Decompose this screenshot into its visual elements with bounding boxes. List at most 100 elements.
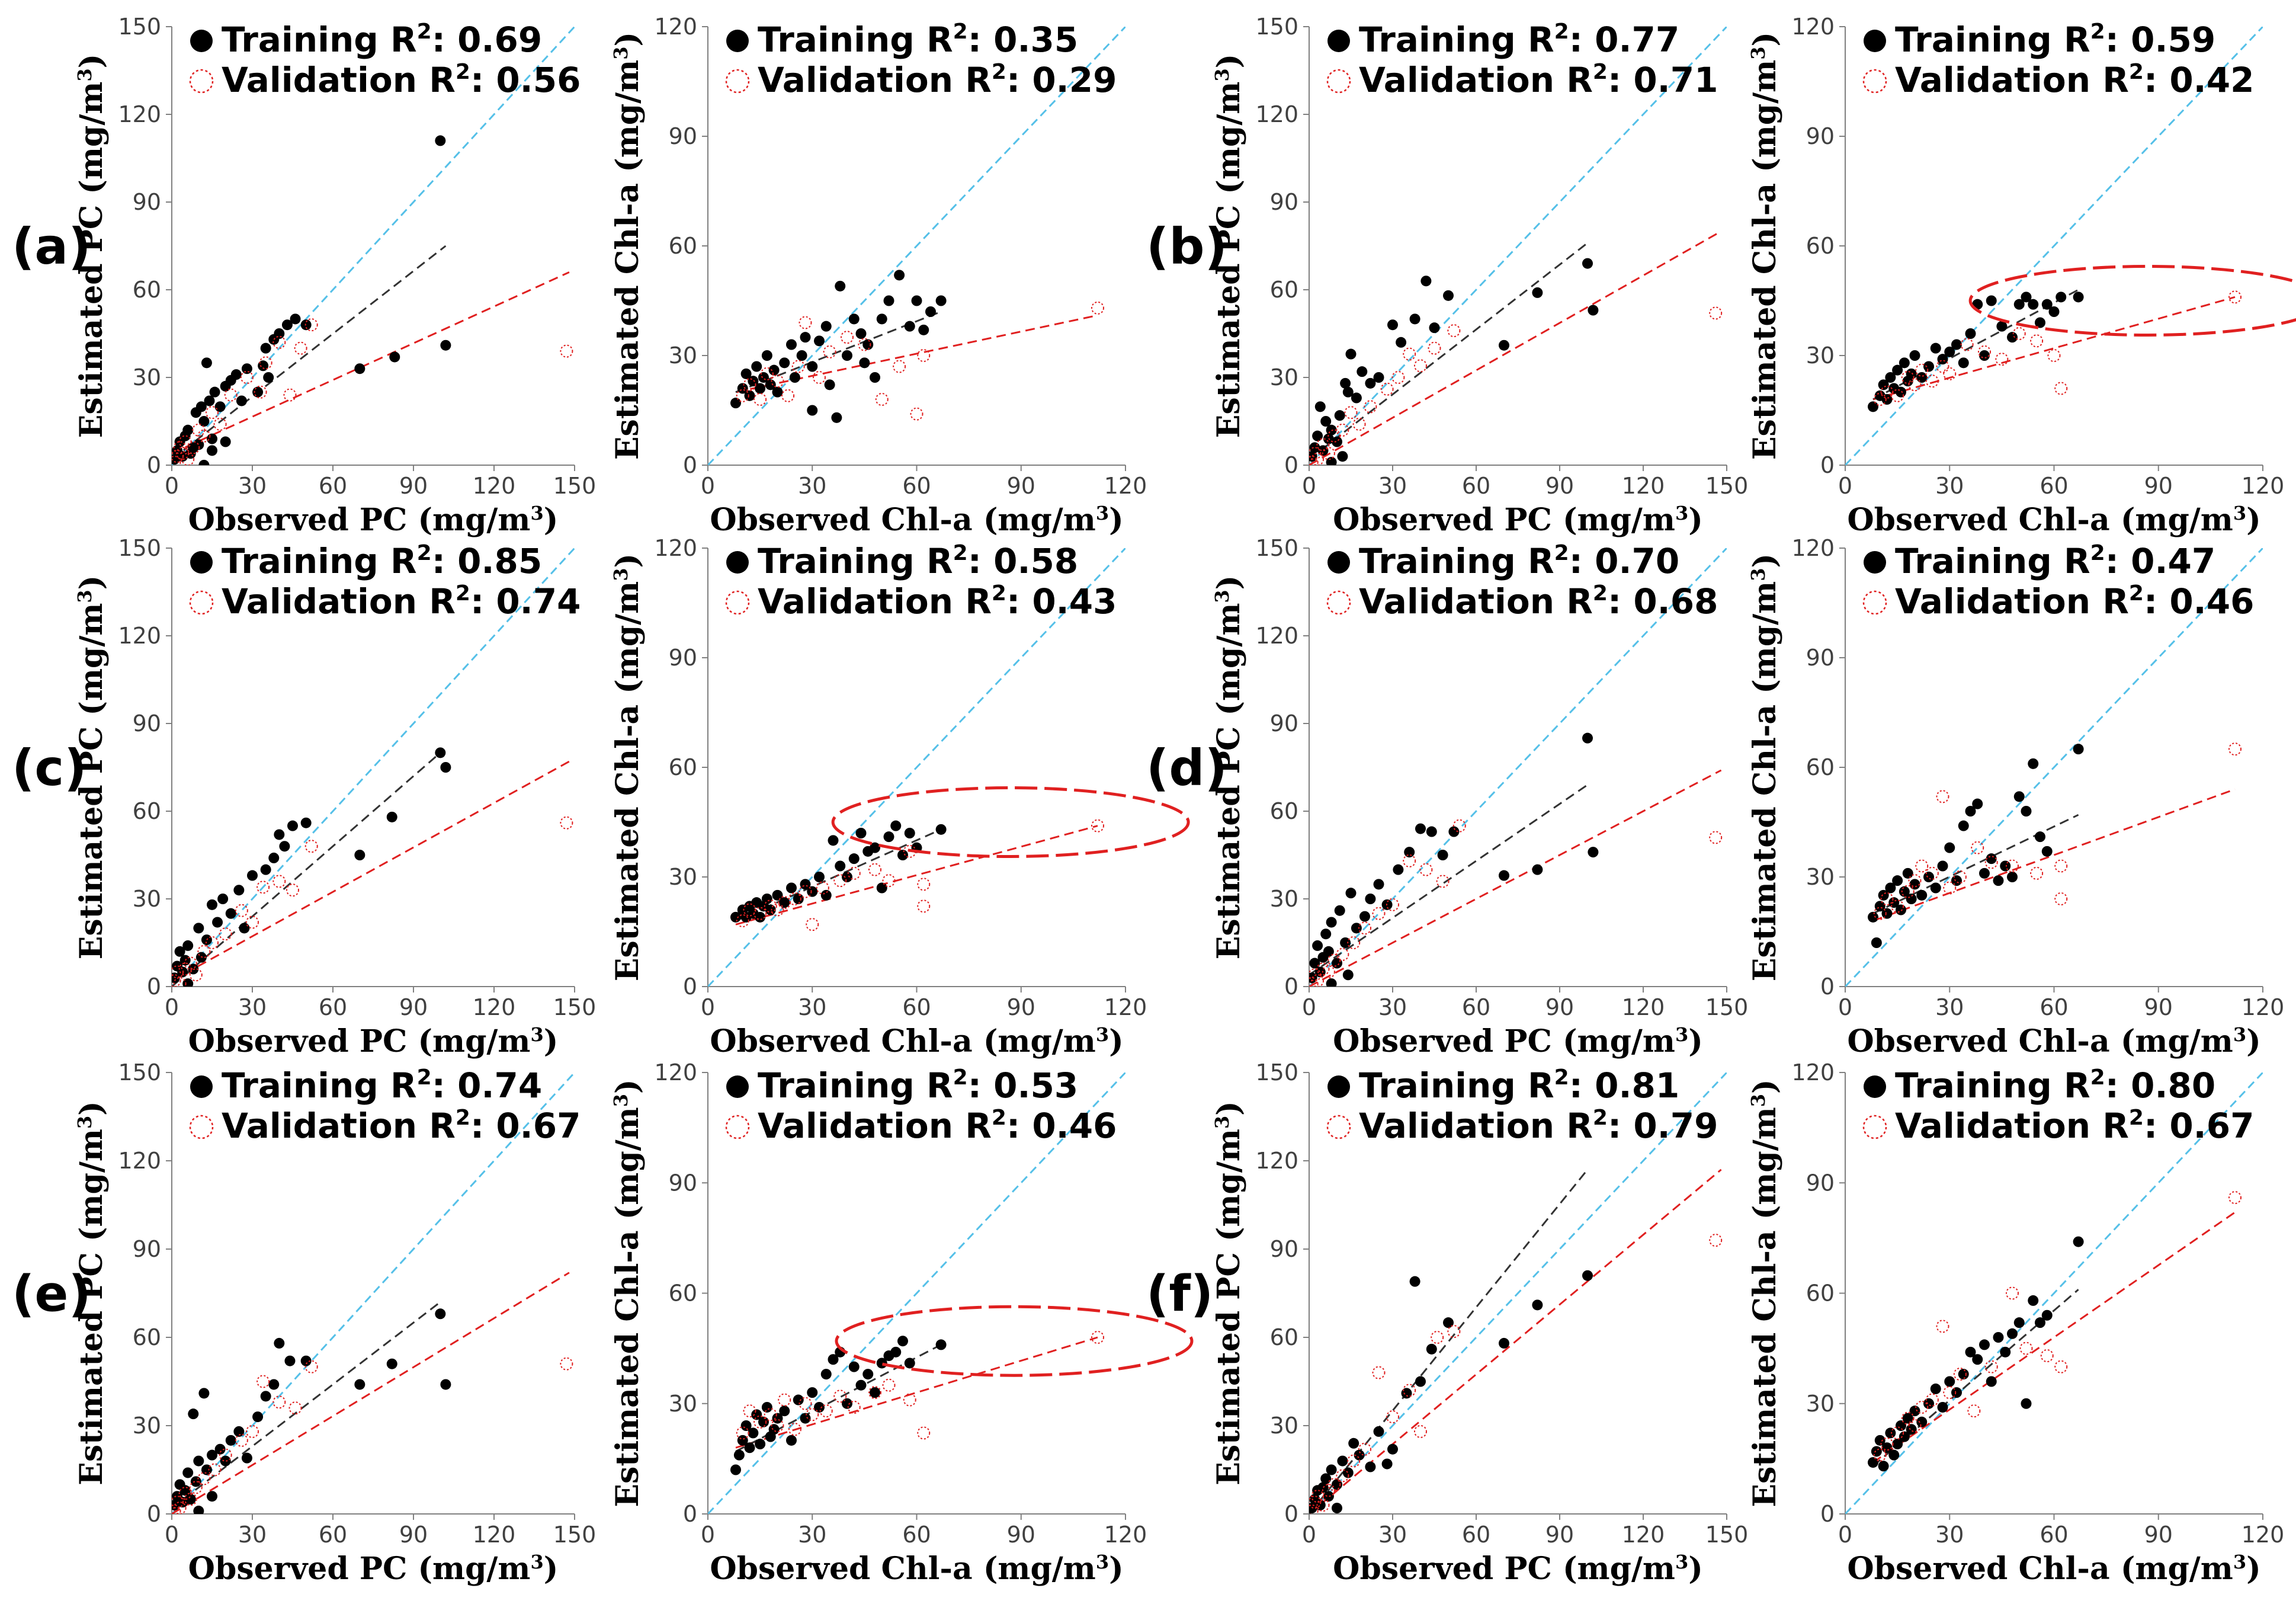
scatter-panel-c-pc: 00 30 30 60 60 90 90 120 120 150 150 Observed PC (m…	[73, 535, 596, 1059]
validation-point	[187, 441, 200, 454]
training-point	[1930, 342, 1941, 354]
validation-point	[1403, 1384, 1416, 1397]
legend-validation-marker	[1326, 590, 1351, 615]
x-axis-title: Observed Chl-a (mg/m3)	[710, 502, 1123, 538]
y-axis-title: Estimated PC (mg/m3)	[1211, 1101, 1247, 1485]
training-point	[2021, 806, 2032, 817]
training-point	[2028, 1295, 2039, 1306]
x-tick-label: 60	[902, 473, 931, 499]
training-point	[789, 372, 800, 383]
training-point	[2048, 306, 2060, 317]
legend-validation-marker	[725, 1115, 750, 1139]
validation-point	[1925, 374, 1939, 388]
validation-point	[788, 892, 801, 905]
y-tick-label: 0	[147, 1501, 161, 1527]
validation-point	[1943, 367, 1957, 380]
training-point	[260, 1391, 271, 1402]
validation-point	[1891, 1426, 1904, 1440]
validation-point	[286, 883, 299, 897]
training-point	[828, 1354, 839, 1365]
training-point	[925, 306, 936, 317]
validation-point	[1943, 881, 1957, 895]
legend-training-marker	[1327, 1075, 1350, 1098]
training-point	[195, 401, 207, 412]
training-point	[1871, 1446, 1882, 1457]
y-tick-label: 60	[1806, 1280, 1835, 1307]
legend-validation-marker	[1326, 69, 1351, 94]
training-point	[1944, 346, 1955, 357]
training-point	[1902, 867, 1913, 879]
scatter-panel-e-chl-a: 00 30 30 60 60 90 90 120 120 Observed Chl-a (mg/m…	[610, 1059, 1147, 1587]
training-point	[730, 398, 741, 409]
x-tick-label: 120	[2242, 1522, 2285, 1548]
one-to-one-line	[708, 1072, 1125, 1514]
y-tick-label: 60	[1270, 798, 1298, 824]
training-point	[1342, 969, 1354, 981]
validation-point	[259, 356, 272, 370]
training-point	[1979, 1339, 1990, 1350]
legend-training-text: Training R2: 0.77	[1359, 20, 1679, 60]
x-tick-label: 90	[2144, 994, 2173, 1020]
validation-point	[1984, 856, 1998, 869]
training-point	[1334, 410, 1345, 421]
legend-validation-text: Validation R2: 0.67	[1895, 1106, 2254, 1146]
training-point	[268, 852, 280, 863]
x-tick-label: 0	[1838, 994, 1852, 1020]
y-tick-label: 90	[1806, 645, 1835, 671]
training-point	[2007, 332, 2018, 343]
training-point	[1332, 1503, 1342, 1514]
training-point	[1312, 940, 1323, 951]
validation-point	[2228, 1191, 2242, 1205]
validation-point	[272, 1395, 286, 1409]
training-point	[748, 1427, 759, 1439]
training-point	[779, 357, 790, 369]
x-tick-label: 90	[1007, 994, 1035, 1020]
validation-point	[819, 1404, 833, 1418]
validation-point	[1316, 962, 1330, 976]
training-point	[855, 1379, 867, 1391]
training-point	[779, 897, 790, 908]
training-point	[2007, 872, 2018, 882]
validation-point	[560, 344, 573, 358]
validation-point	[833, 1390, 847, 1403]
validation-point	[1311, 453, 1325, 465]
training-fit-line	[172, 1301, 441, 1509]
training-point	[1326, 978, 1337, 987]
validation-point	[917, 878, 931, 891]
x-tick-label: 0	[1838, 1522, 1852, 1548]
validation-point	[1414, 1424, 1427, 1438]
validation-point	[208, 1463, 222, 1477]
training-point	[1337, 1455, 1348, 1467]
validation-point	[1309, 447, 1322, 460]
training-point	[876, 882, 887, 894]
training-point	[730, 911, 741, 923]
training-fit-line	[1872, 814, 2079, 915]
validation-point	[1880, 1437, 1894, 1451]
x-tick-label: 120	[473, 473, 516, 499]
y-tick-label: 30	[1270, 1413, 1298, 1439]
training-point	[172, 972, 180, 984]
training-point	[193, 923, 204, 934]
validation-point	[1428, 341, 1441, 355]
training-point	[800, 1413, 811, 1424]
training-point	[758, 1416, 769, 1427]
training-point	[1373, 879, 1384, 890]
training-point	[831, 412, 842, 423]
legend-validation-marker	[189, 590, 214, 615]
validation-point	[1386, 1410, 1399, 1424]
y-tick-label: 30	[669, 1391, 697, 1417]
validation-point	[1431, 1331, 1444, 1344]
training-point	[207, 433, 217, 444]
y-tick-label: 0	[1820, 1501, 1835, 1527]
validation-point	[1880, 892, 1894, 905]
training-point	[1899, 357, 1910, 369]
validation-point	[1925, 866, 1939, 880]
training-point	[1896, 386, 1906, 398]
training-point	[870, 1387, 880, 1398]
training-point	[225, 908, 236, 919]
y-tick-label: 90	[1270, 1236, 1298, 1262]
validation-fit-line	[735, 1336, 1098, 1449]
y-tick-label: 120	[1791, 14, 1835, 40]
training-point	[1937, 354, 1948, 365]
training-point	[1532, 1299, 1543, 1311]
